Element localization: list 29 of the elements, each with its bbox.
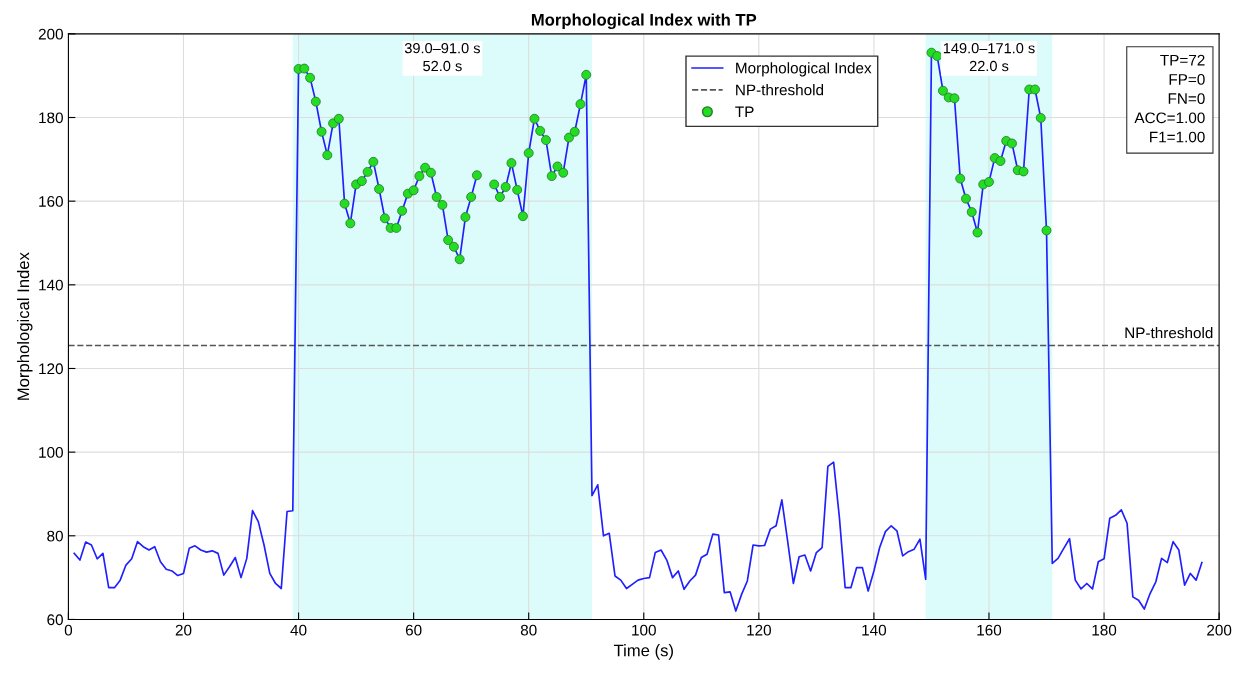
x-tick-label: 200: [1207, 624, 1232, 636]
x-tick-label: 120: [747, 624, 771, 636]
x-tick-label: 140: [862, 624, 887, 636]
y-tick-label: 100: [39, 447, 63, 458]
x-tick-label: 180: [1092, 624, 1117, 636]
y-tick-label: 160: [39, 196, 63, 207]
x-tick-label: 40: [290, 624, 307, 636]
legend-label: TP: [735, 106, 754, 118]
y-tick-label: 80: [47, 530, 63, 542]
x-tick-label: 160: [977, 624, 1002, 636]
y-tick-label: 180: [39, 112, 63, 124]
y-tick-label: 140: [39, 279, 63, 291]
y-tick-label: 60: [47, 614, 63, 626]
band-label: 149.0–171.0 s 22.0 s: [943, 43, 1035, 72]
chart-title: Morphological Index with TP: [531, 13, 757, 30]
x-tick-label: 80: [520, 624, 537, 636]
y-tick-label: 120: [39, 363, 63, 375]
x-axis-title: Time (s): [613, 644, 673, 660]
x-tick-label: 0: [64, 624, 73, 636]
ref-line-label: NP-threshold: [1125, 327, 1213, 339]
x-tick-label: 60: [405, 624, 422, 636]
x-tick-label: 100: [632, 624, 656, 636]
text: NP-threshold: [736, 84, 824, 96]
annotation: TP=72 FP=0 FN=0 ACC=1.00 F1=1.00: [1134, 54, 1205, 143]
x-tick-label: 20: [175, 624, 192, 636]
y-axis-title: Morphological Index: [16, 252, 33, 400]
legend-label: Morphological Index: [736, 62, 872, 77]
band-label: 39.0–91.0 s 52.0 s: [404, 43, 480, 72]
y-tick-label: 200: [38, 28, 63, 40]
